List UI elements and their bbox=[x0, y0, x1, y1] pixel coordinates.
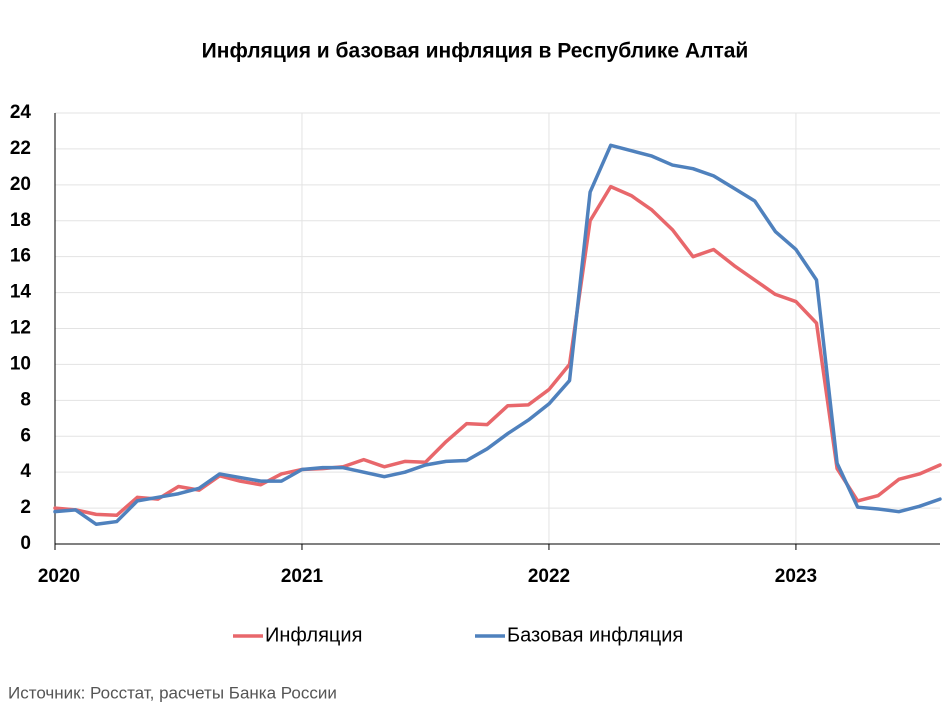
y-tick-label: 24 bbox=[10, 102, 32, 123]
y-tick-label: 0 bbox=[20, 533, 31, 554]
chart-title: Инфляция и базовая инфляция в Республике… bbox=[202, 40, 749, 63]
x-tick-label: 2022 bbox=[528, 566, 570, 587]
series-line bbox=[53, 143, 942, 526]
y-tick-label: 22 bbox=[10, 138, 31, 159]
y-tick-label: 16 bbox=[10, 246, 31, 267]
y-tick-label: 20 bbox=[10, 174, 31, 195]
y-tick-label: 14 bbox=[10, 282, 32, 303]
y-tick-label: 18 bbox=[10, 210, 31, 231]
y-tick-label: 4 bbox=[20, 461, 31, 482]
source-note: Источник: Росстат, расчеты Банка России bbox=[8, 683, 337, 702]
legend-label: Базовая инфляция bbox=[507, 624, 683, 646]
y-tick-label: 8 bbox=[20, 389, 31, 410]
legend-label: Инфляция bbox=[265, 624, 362, 646]
y-tick-label: 2 bbox=[20, 497, 31, 518]
y-tick-label: 12 bbox=[10, 318, 31, 339]
y-tick-label: 10 bbox=[10, 353, 31, 374]
x-tick-label: 2020 bbox=[38, 566, 80, 587]
x-tick-label: 2021 bbox=[281, 566, 324, 587]
series-line bbox=[53, 184, 942, 518]
x-tick-label: 2023 bbox=[775, 566, 817, 587]
y-tick-label: 6 bbox=[20, 425, 31, 446]
